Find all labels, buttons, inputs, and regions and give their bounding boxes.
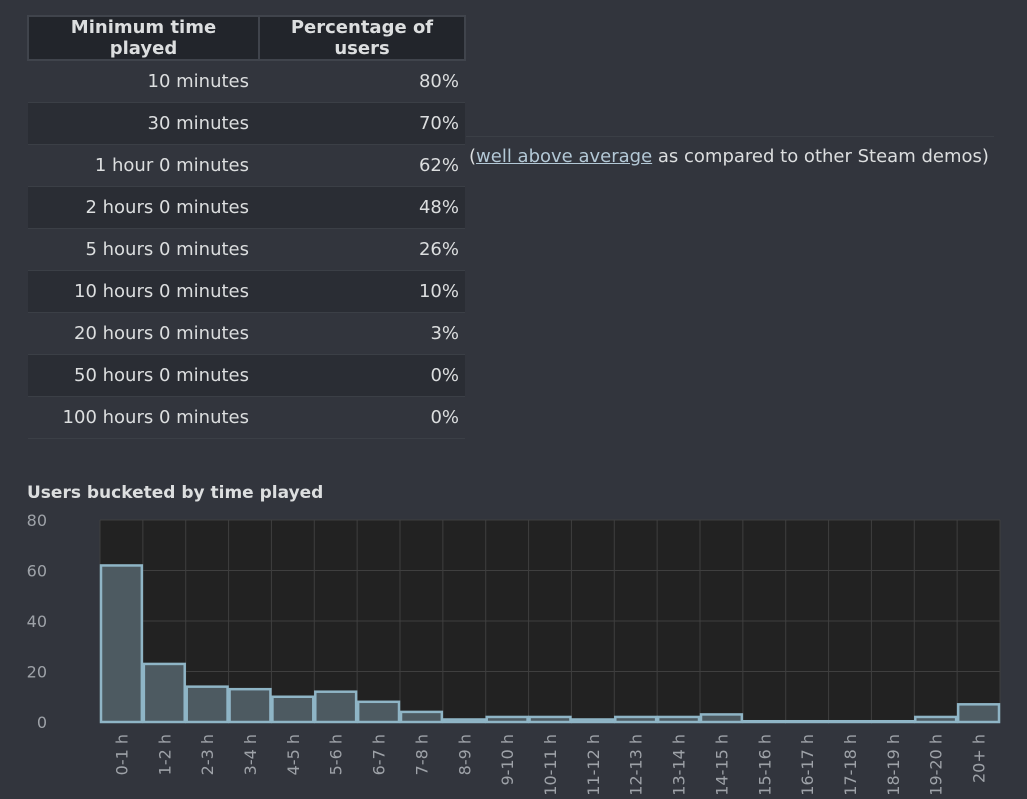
row-divider (466, 136, 994, 137)
x-axis-ticks: 0-1 h 1-2 h 2-3 h 3-4 h 4-5 h 5-6 h 6-7 h 7-8 h… (112, 734, 988, 796)
y-tick-label: 60 (27, 562, 47, 581)
x-tick-label: 18-19 h (884, 734, 903, 796)
y-tick-label: 40 (27, 612, 47, 631)
bar-11-12-h (571, 718, 615, 724)
bar-8-9-h (442, 718, 486, 724)
bars (99, 564, 1001, 724)
table-body: 10 minutes 80% 30 minutes 70% 1 hour 0 minut… (28, 60, 465, 439)
bar-3-4-h (228, 687, 272, 724)
x-tick-label: 1-2 h (155, 734, 174, 775)
playtime-table: Minimum time played Percentage of users … (27, 15, 466, 439)
table-row: 5 hours 0 minutes 26% (28, 228, 465, 271)
table-row: 10 hours 0 minutes 10% (28, 270, 465, 313)
x-tick-label: 20+ h (970, 734, 989, 783)
x-tick-label: 10-11 h (541, 734, 560, 796)
playtime-table-container: Minimum time played Percentage of users … (27, 15, 466, 439)
y-tick-label: 20 (27, 663, 47, 682)
x-tick-label: 16-17 h (798, 734, 817, 796)
bar-18-19-h (871, 719, 915, 724)
y-tick-label: 80 (27, 511, 47, 530)
bar-16-17-h (785, 719, 829, 724)
table-row: 2 hours 0 minutes 48% (28, 186, 465, 229)
bar-6-7-h (356, 700, 401, 724)
y-axis-ticks: 0 20 40 60 80 (27, 511, 47, 732)
bar-1-2-h (142, 662, 186, 724)
x-tick-label: 13-14 h (670, 734, 689, 796)
time-cell: 10 minutes (28, 60, 259, 103)
time-cell: 100 hours 0 minutes (28, 396, 259, 439)
y-tick-label: 0 (37, 713, 47, 732)
time-cell: 5 hours 0 minutes (28, 228, 259, 271)
time-cell: 2 hours 0 minutes (28, 186, 259, 229)
bar-15-16-h (742, 719, 786, 724)
x-tick-label: 19-20 h (927, 734, 946, 796)
bar-9-10-h (485, 715, 529, 724)
note-open-paren: ( (469, 146, 477, 167)
x-tick-label: 14-15 h (712, 734, 731, 796)
bar-13-14-h (656, 715, 701, 724)
bar-5-6-h (314, 690, 358, 724)
table-row: 50 hours 0 minutes 0% (28, 354, 465, 397)
percentage-cell: 0% (259, 354, 465, 397)
x-tick-label: 2-3 h (198, 734, 217, 775)
percentage-cell: 10% (259, 270, 465, 313)
table-row: 10 minutes 80% (28, 60, 465, 103)
time-cell: 50 hours 0 minutes (28, 354, 259, 397)
table-row: 30 minutes 70% (28, 102, 465, 145)
bar-2-3-h (185, 685, 229, 724)
bar-4-5-h (271, 695, 315, 724)
grid-lines (99, 519, 1001, 723)
percentage-cell: 62% (259, 144, 465, 187)
time-cell: 30 minutes (28, 102, 259, 145)
x-tick-label: 0-1 h (112, 734, 131, 775)
x-tick-label: 8-9 h (455, 734, 474, 775)
x-tick-label: 11-12 h (584, 734, 603, 796)
percentage-cell: 70% (259, 102, 465, 145)
bar-7-8-h (399, 710, 444, 724)
table-row: 20 hours 0 minutes 3% (28, 312, 465, 355)
bar-14-15-h (699, 713, 744, 724)
percentage-cell: 3% (259, 312, 465, 355)
x-tick-label: 6-7 h (370, 734, 389, 775)
time-cell: 1 hour 0 minutes (28, 144, 259, 187)
x-tick-label: 3-4 h (241, 734, 260, 775)
time-cell: 20 hours 0 minutes (28, 312, 259, 355)
note-rest-text: as compared to other Steam demos) (652, 146, 989, 167)
table-row: 100 hours 0 minutes 0% (28, 396, 465, 439)
bar-12-13-h (614, 715, 658, 724)
percentage-cell: 48% (259, 186, 465, 229)
percentage-cell: 26% (259, 228, 465, 271)
x-tick-label: 9-10 h (498, 734, 517, 786)
bar-19-20-h (914, 715, 958, 724)
table-row: 1 hour 0 minutes 62% (28, 144, 465, 187)
comparison-note: (well above average as compared to other… (469, 146, 989, 167)
column-header-time: Minimum time played (27, 15, 260, 61)
x-tick-label: 17-18 h (841, 734, 860, 796)
x-tick-label: 7-8 h (412, 734, 431, 775)
x-tick-label: 5-6 h (327, 734, 346, 775)
bar-0-1-h (99, 564, 144, 724)
table-header-row: Minimum time played Percentage of users (27, 15, 466, 61)
bar-17-18-h (828, 719, 872, 724)
x-tick-label: 12-13 h (627, 734, 646, 796)
chart-title: Users bucketed by time played (27, 483, 324, 503)
bar-20-h (956, 703, 1001, 724)
percentage-cell: 0% (259, 396, 465, 439)
well-above-average-link[interactable]: well above average (476, 146, 653, 167)
time-cell: 10 hours 0 minutes (28, 270, 259, 313)
bar-10-11-h (528, 715, 572, 724)
x-tick-label: 4-5 h (284, 734, 303, 775)
column-header-percentage: Percentage of users (258, 15, 466, 61)
percentage-cell: 80% (259, 60, 465, 103)
x-tick-label: 15-16 h (755, 734, 774, 796)
